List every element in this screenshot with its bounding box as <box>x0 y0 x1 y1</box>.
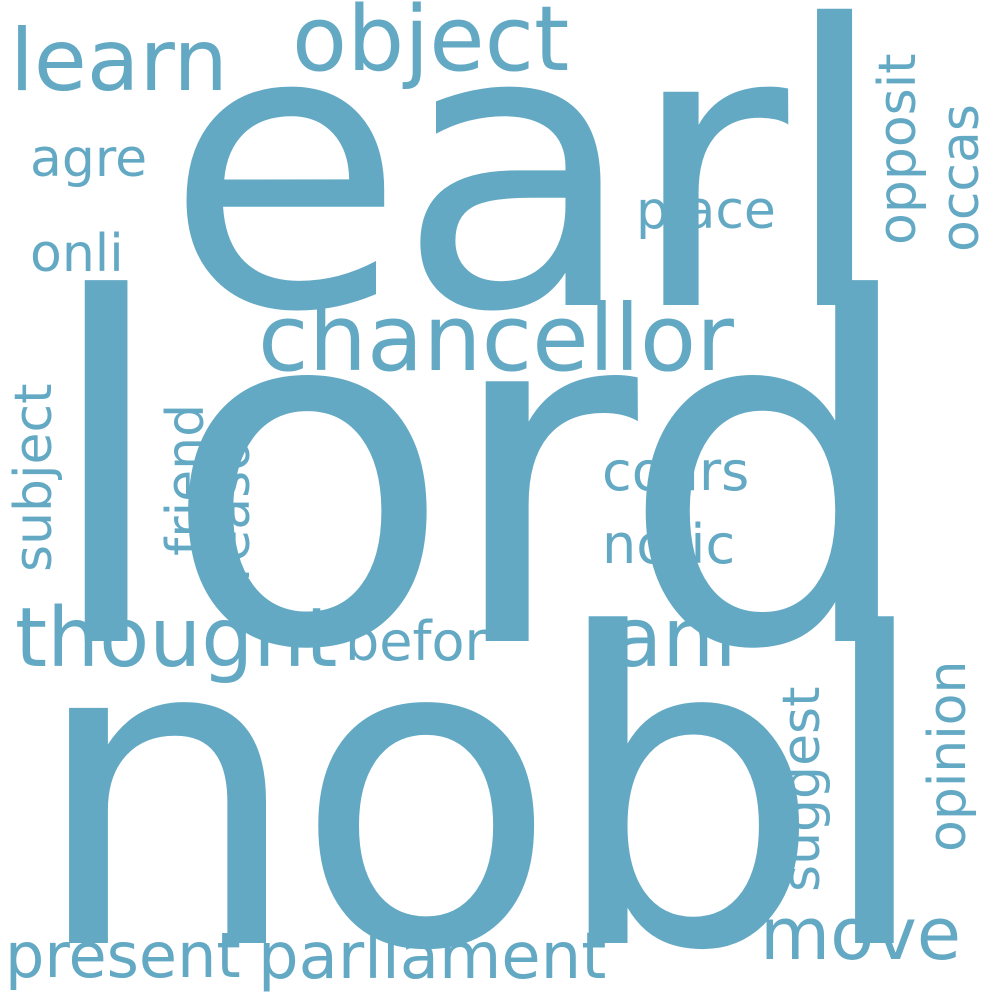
word-suggest: suggest <box>772 686 832 892</box>
word-thought: thought <box>15 591 338 686</box>
word-reason: reason <box>202 406 262 582</box>
word-onli: onli <box>30 224 124 284</box>
word-opposit: opposit <box>868 53 928 245</box>
word-agre: agre <box>30 129 148 189</box>
word-parliament: parliament <box>258 920 607 994</box>
word-present: present <box>5 919 241 992</box>
word-notic: notic <box>602 513 736 576</box>
word-earl: earl <box>165 0 889 397</box>
word-learn: learn <box>10 11 228 111</box>
word-nobl: nobl <box>30 545 934 1000</box>
word-cours: cours <box>602 440 750 503</box>
word-opinion: opinion <box>918 660 978 852</box>
word-object: object <box>292 0 570 92</box>
word-subject: subject <box>4 383 64 572</box>
word-ani: ani <box>612 591 738 686</box>
word-occas: occas <box>931 104 991 252</box>
word-chancellor: chancellor <box>258 285 734 392</box>
word-place: place <box>636 181 776 241</box>
word-befor: befor <box>345 610 487 673</box>
word-lord: lord <box>40 201 921 754</box>
word-move: move <box>760 892 962 976</box>
